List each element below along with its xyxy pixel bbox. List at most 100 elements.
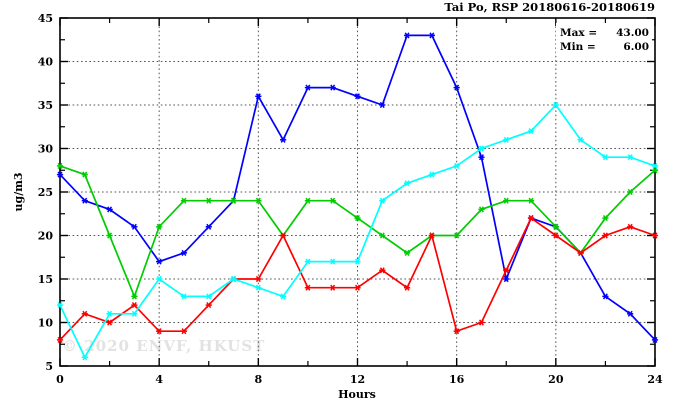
data-point-marker: [354, 284, 361, 291]
data-point-marker: [106, 310, 113, 317]
data-point-marker: [602, 293, 609, 300]
data-point-marker: [255, 275, 262, 283]
data-point-marker: [503, 267, 510, 274]
data-point-marker: [627, 223, 634, 230]
data-point-marker: [428, 171, 435, 178]
data-point-marker: [280, 232, 287, 239]
data-point-marker: [552, 101, 559, 109]
data-point-marker: [403, 284, 411, 291]
data-point-marker: [602, 154, 609, 161]
data-point-marker: [329, 258, 336, 265]
data-point-marker: [131, 302, 138, 309]
data-point-marker: [56, 171, 64, 178]
data-point-marker: [627, 310, 634, 317]
y-tick-label: 15: [38, 273, 53, 286]
data-point-marker: [379, 232, 386, 239]
data-point-marker: [205, 302, 212, 309]
data-point-marker: [379, 197, 386, 204]
data-point-marker: [329, 84, 336, 91]
data-point-marker: [81, 354, 88, 361]
max-label: Max =: [560, 27, 597, 39]
data-point-marker: [428, 32, 435, 39]
y-tick-label: 45: [38, 12, 53, 25]
data-point-marker: [156, 223, 163, 230]
data-point-marker: [527, 128, 535, 135]
data-point-marker: [651, 336, 659, 343]
y-tick-label: 20: [38, 230, 54, 243]
min-label: Min =: [560, 41, 596, 53]
series-line: [59, 103, 656, 360]
data-point-marker: [106, 206, 113, 213]
y-tick-label: 35: [38, 99, 53, 112]
data-point-marker: [255, 197, 262, 204]
x-axis-tick-labels: 0 4 8 12 16 20 24: [56, 373, 663, 386]
x-tick-label: 8: [255, 373, 263, 386]
data-point-marker: [602, 215, 609, 222]
data-point-marker: [379, 101, 386, 109]
data-point-marker: [131, 293, 138, 300]
data-point-marker: [81, 171, 88, 178]
watermark: © 2020 ENVF, HKUST: [62, 337, 265, 355]
data-point-marker: [106, 319, 113, 326]
data-point-marker: [205, 293, 212, 300]
y-tick-label: 10: [38, 317, 54, 330]
plot-frame: [59, 17, 656, 367]
y-tick-label: 5: [45, 360, 53, 373]
data-point-marker: [304, 258, 312, 265]
x-tick-label: 4: [155, 373, 163, 386]
x-tick-label: 20: [548, 373, 564, 386]
data-point-marker: [304, 84, 312, 91]
data-point-marker: [81, 197, 88, 204]
data-point-marker: [354, 258, 361, 265]
data-point-marker: [180, 249, 188, 256]
data-point-marker: [552, 232, 559, 239]
data-point-marker: [503, 275, 510, 283]
data-point-marker: [205, 223, 212, 230]
y-axis-tick-labels: 5 10 15 20 25 30 35 40 45: [38, 12, 54, 373]
annotation-background: [556, 23, 652, 56]
data-point-marker: [527, 215, 535, 222]
data-point-marker: [627, 154, 634, 161]
data-point-marker: [379, 267, 386, 274]
data-point-marker: [354, 215, 361, 222]
y-tick-label: 25: [38, 186, 53, 199]
data-point-marker: [230, 197, 237, 204]
x-tick-label: 24: [647, 373, 663, 386]
data-point-marker: [304, 284, 312, 291]
series-day-3: [56, 215, 659, 343]
data-point-marker: [503, 136, 510, 143]
data-point-marker: [255, 93, 262, 100]
data-point-marker: [156, 258, 163, 265]
x-tick-label: 16: [449, 373, 465, 386]
data-point-marker: [453, 84, 460, 91]
series-day-4: [56, 101, 659, 361]
data-point-marker: [131, 223, 138, 230]
min-value: 6.00: [623, 41, 649, 53]
data-point-marker: [205, 197, 212, 204]
data-point-marker: [627, 188, 634, 196]
watermark-text: © 2020 ENVF, HKUST: [62, 337, 265, 355]
data-point-marker: [453, 232, 460, 239]
data-point-marker: [403, 249, 411, 256]
data-point-marker: [304, 197, 312, 204]
data-point-marker: [552, 223, 559, 230]
data-point-marker: [329, 284, 336, 291]
gridlines: [60, 18, 655, 366]
data-point-marker: [354, 93, 361, 100]
data-point-marker: [131, 310, 138, 317]
data-point-marker: [403, 32, 411, 39]
data-point-marker: [478, 145, 485, 152]
y-tick-label: 30: [38, 143, 54, 156]
data-point-marker: [577, 136, 584, 143]
y-tick-label: 40: [38, 56, 54, 69]
data-series-group: [56, 32, 659, 361]
data-point-marker: [81, 310, 88, 317]
data-point-marker: [56, 336, 64, 343]
y-axis-title: ug/m3: [12, 173, 25, 212]
data-point-marker: [478, 319, 485, 326]
data-point-marker: [651, 232, 659, 239]
data-point-marker: [651, 162, 659, 169]
data-point-marker: [156, 328, 163, 335]
